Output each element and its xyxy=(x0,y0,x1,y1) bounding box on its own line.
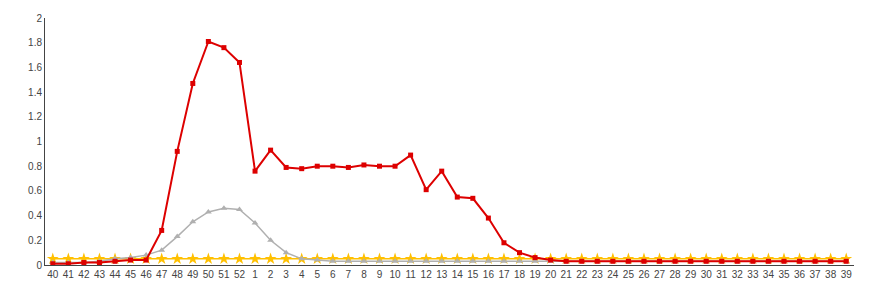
svg-text:8: 8 xyxy=(361,269,367,280)
svg-text:6: 6 xyxy=(330,269,336,280)
svg-text:41: 41 xyxy=(63,269,75,280)
svg-text:35: 35 xyxy=(778,269,790,280)
svg-text:29: 29 xyxy=(685,269,697,280)
svg-text:46: 46 xyxy=(141,269,153,280)
svg-text:15: 15 xyxy=(467,269,479,280)
svg-text:25: 25 xyxy=(623,269,635,280)
svg-text:43: 43 xyxy=(94,269,106,280)
svg-text:51: 51 xyxy=(218,269,230,280)
svg-text:36: 36 xyxy=(794,269,806,280)
svg-text:16: 16 xyxy=(483,269,495,280)
svg-text:1: 1 xyxy=(252,269,258,280)
svg-text:9: 9 xyxy=(377,269,383,280)
svg-text:34: 34 xyxy=(763,269,775,280)
svg-text:20: 20 xyxy=(545,269,557,280)
svg-text:44: 44 xyxy=(109,269,121,280)
svg-text:1.2: 1.2 xyxy=(28,111,42,122)
svg-text:27: 27 xyxy=(654,269,666,280)
svg-text:1.4: 1.4 xyxy=(28,87,42,98)
svg-text:0.4: 0.4 xyxy=(28,210,42,221)
svg-text:1.6: 1.6 xyxy=(28,62,42,73)
svg-text:37: 37 xyxy=(810,269,822,280)
svg-text:28: 28 xyxy=(670,269,682,280)
svg-text:23: 23 xyxy=(592,269,604,280)
svg-text:0.8: 0.8 xyxy=(28,161,42,172)
svg-text:21: 21 xyxy=(561,269,573,280)
svg-text:17: 17 xyxy=(498,269,510,280)
svg-text:45: 45 xyxy=(125,269,137,280)
svg-text:13: 13 xyxy=(436,269,448,280)
svg-text:14: 14 xyxy=(452,269,464,280)
svg-text:40: 40 xyxy=(47,269,59,280)
svg-text:4: 4 xyxy=(299,269,305,280)
svg-text:1.8: 1.8 xyxy=(28,37,42,48)
svg-text:26: 26 xyxy=(638,269,650,280)
svg-text:2: 2 xyxy=(268,269,274,280)
svg-text:10: 10 xyxy=(389,269,401,280)
svg-text:24: 24 xyxy=(607,269,619,280)
svg-text:18: 18 xyxy=(514,269,526,280)
svg-text:52: 52 xyxy=(234,269,246,280)
svg-text:38: 38 xyxy=(825,269,837,280)
svg-text:33: 33 xyxy=(747,269,759,280)
svg-text:11: 11 xyxy=(405,269,416,280)
svg-text:0.2: 0.2 xyxy=(28,235,42,246)
svg-text:2: 2 xyxy=(36,13,42,24)
svg-text:32: 32 xyxy=(732,269,744,280)
svg-text:42: 42 xyxy=(78,269,90,280)
svg-text:5: 5 xyxy=(314,269,320,280)
svg-text:19: 19 xyxy=(530,269,542,280)
svg-text:22: 22 xyxy=(576,269,588,280)
svg-text:1: 1 xyxy=(36,136,42,147)
svg-text:7: 7 xyxy=(346,269,352,280)
svg-text:50: 50 xyxy=(203,269,215,280)
svg-text:49: 49 xyxy=(187,269,199,280)
svg-text:48: 48 xyxy=(172,269,184,280)
svg-text:3: 3 xyxy=(283,269,289,280)
svg-text:0: 0 xyxy=(36,260,42,271)
svg-text:47: 47 xyxy=(156,269,168,280)
svg-text:12: 12 xyxy=(421,269,433,280)
svg-text:31: 31 xyxy=(716,269,728,280)
svg-text:39: 39 xyxy=(841,269,853,280)
svg-text:0.6: 0.6 xyxy=(28,185,42,196)
svg-text:30: 30 xyxy=(701,269,713,280)
